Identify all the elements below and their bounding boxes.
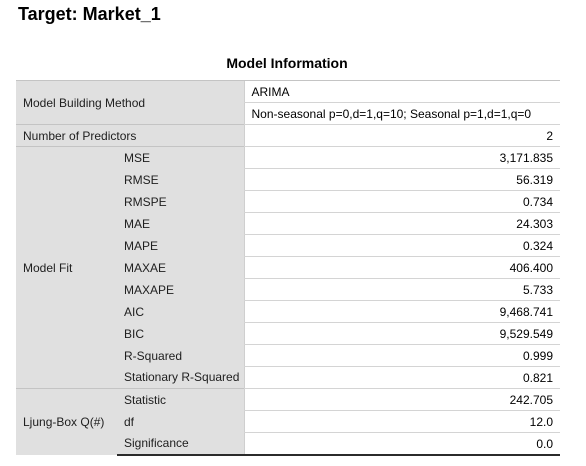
- stat-value: 0.734: [243, 190, 560, 213]
- table-row: R-Squared 0.999: [16, 344, 560, 367]
- stat-label: BIC: [117, 322, 245, 345]
- table-row: Number of Predictors 2: [16, 124, 560, 147]
- stat-label: R-Squared: [117, 344, 245, 367]
- building-method-label: Model Building Method: [16, 80, 245, 125]
- table-row: Ljung-Box Q(#) Statistic 242.705: [16, 388, 560, 455]
- stat-value: 0.821: [243, 366, 560, 389]
- stat-label: AIC: [117, 300, 245, 323]
- stat-label: Statistic: [117, 388, 245, 411]
- stat-label: MAPE: [117, 234, 245, 257]
- table-title: Model Information: [226, 55, 348, 71]
- table-row: MAPE 0.324: [16, 234, 560, 257]
- table-row: MAXAE 406.400: [16, 256, 560, 279]
- table-row: RMSPE 0.734: [16, 190, 560, 213]
- table-row: df 12.0: [16, 410, 560, 433]
- target-title: Target: Market_1: [18, 4, 161, 24]
- stat-value: 9,529.549: [243, 322, 560, 345]
- stat-value: 56.319: [243, 168, 560, 191]
- model-fit-label: Model Fit: [16, 146, 117, 389]
- table-row: Model Building Method ARIMA: [16, 80, 560, 125]
- table-row: RMSE 56.319: [16, 168, 560, 191]
- table-row: Significance 0.0: [16, 432, 560, 456]
- stat-value: 0.324: [243, 234, 560, 257]
- table-row: MAXAPE 5.733: [16, 278, 560, 301]
- table-row: Model Fit MSE 3,171.835: [16, 146, 560, 389]
- predictors-value: 2: [243, 124, 560, 147]
- stat-label: RMSPE: [117, 190, 245, 213]
- table-row: Stationary R-Squared 0.821: [16, 366, 560, 389]
- stat-label: MSE: [117, 146, 245, 169]
- stat-label: RMSE: [117, 168, 245, 191]
- stat-value: 0.999: [243, 344, 560, 367]
- stat-value: 24.303: [243, 212, 560, 235]
- table-row: BIC 9,529.549: [16, 322, 560, 345]
- ljung-box-label: Ljung-Box Q(#): [16, 388, 117, 455]
- table-row: AIC 9,468.741: [16, 300, 560, 323]
- predictors-label: Number of Predictors: [16, 124, 245, 147]
- stat-label: MAXAE: [117, 256, 245, 279]
- stat-label: df: [117, 410, 245, 433]
- stat-value: 0.0: [243, 432, 560, 456]
- building-method-value: ARIMA: [243, 80, 560, 103]
- stat-value: 3,171.835: [243, 146, 560, 169]
- stat-value: 12.0: [243, 410, 560, 433]
- stat-label: MAE: [117, 212, 245, 235]
- stat-label: Stationary R-Squared: [117, 366, 245, 389]
- stat-value: 5.733: [243, 278, 560, 301]
- table-row: MAE 24.303: [16, 212, 560, 235]
- stat-value: 406.400: [243, 256, 560, 279]
- building-method-detail: Non-seasonal p=0,d=1,q=10; Seasonal p=1,…: [243, 102, 560, 125]
- stat-label: MAXAPE: [117, 278, 245, 301]
- stat-label: Significance: [117, 432, 245, 456]
- stat-value: 9,468.741: [243, 300, 560, 323]
- model-information-table: Model Building Method ARIMA Non-seasonal…: [16, 80, 560, 456]
- stat-value: 242.705: [243, 388, 560, 411]
- table-row: Non-seasonal p=0,d=1,q=10; Seasonal p=1,…: [16, 102, 560, 125]
